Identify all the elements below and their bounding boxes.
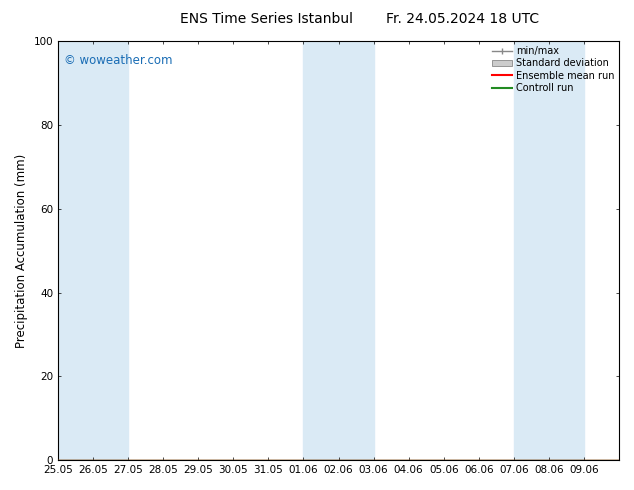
Bar <box>304 41 339 460</box>
Bar <box>58 41 93 460</box>
Text: © woweather.com: © woweather.com <box>63 53 172 67</box>
Bar <box>514 41 549 460</box>
Text: ENS Time Series Istanbul: ENS Time Series Istanbul <box>180 12 353 26</box>
Bar <box>339 41 373 460</box>
Text: Fr. 24.05.2024 18 UTC: Fr. 24.05.2024 18 UTC <box>386 12 540 26</box>
Legend: min/max, Standard deviation, Ensemble mean run, Controll run: min/max, Standard deviation, Ensemble me… <box>490 44 616 95</box>
Bar <box>549 41 584 460</box>
Bar <box>93 41 128 460</box>
Y-axis label: Precipitation Accumulation (mm): Precipitation Accumulation (mm) <box>15 153 28 348</box>
